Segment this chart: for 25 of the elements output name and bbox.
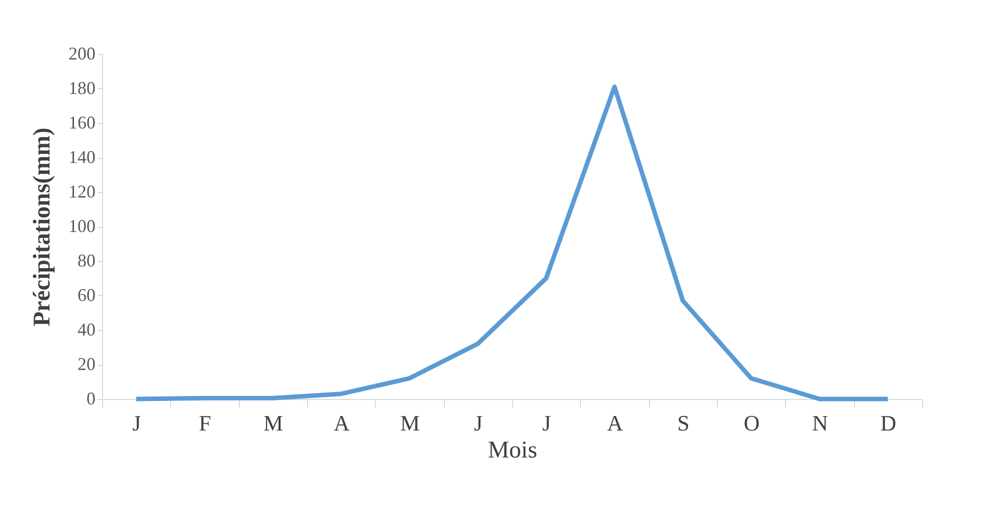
x-tick-label: J [132, 410, 142, 436]
y-tick-label: 0 [86, 388, 96, 408]
x-tick-label: A [607, 410, 624, 436]
y-tick-label: 60 [78, 285, 96, 305]
x-tick-label: M [400, 410, 420, 436]
x-tick-label: F [198, 410, 212, 436]
x-tick-label: O [744, 410, 760, 436]
y-tick-label: 120 [68, 182, 96, 202]
y-tick-label: 160 [68, 112, 96, 132]
x-tick-label: A [334, 410, 350, 436]
y-tick-label: 20 [78, 354, 96, 374]
x-axis-title: Mois [488, 438, 538, 464]
y-tick-label: 100 [68, 216, 96, 236]
x-tick-label: N [812, 410, 828, 436]
x-tick-label: J [542, 410, 552, 436]
y-axis-title: Précipitations(mm) [30, 128, 56, 326]
x-tick-label: J [474, 410, 484, 436]
y-tick-label: 200 [68, 44, 96, 64]
y-tick-label: 40 [78, 320, 96, 340]
y-tick-label: 140 [68, 147, 96, 167]
x-tick-label: D [880, 410, 896, 436]
x-tick-label: M [264, 410, 284, 436]
y-tick-label: 180 [68, 78, 96, 98]
y-tick-label: 80 [78, 250, 96, 270]
x-tick-label: S [677, 410, 690, 436]
